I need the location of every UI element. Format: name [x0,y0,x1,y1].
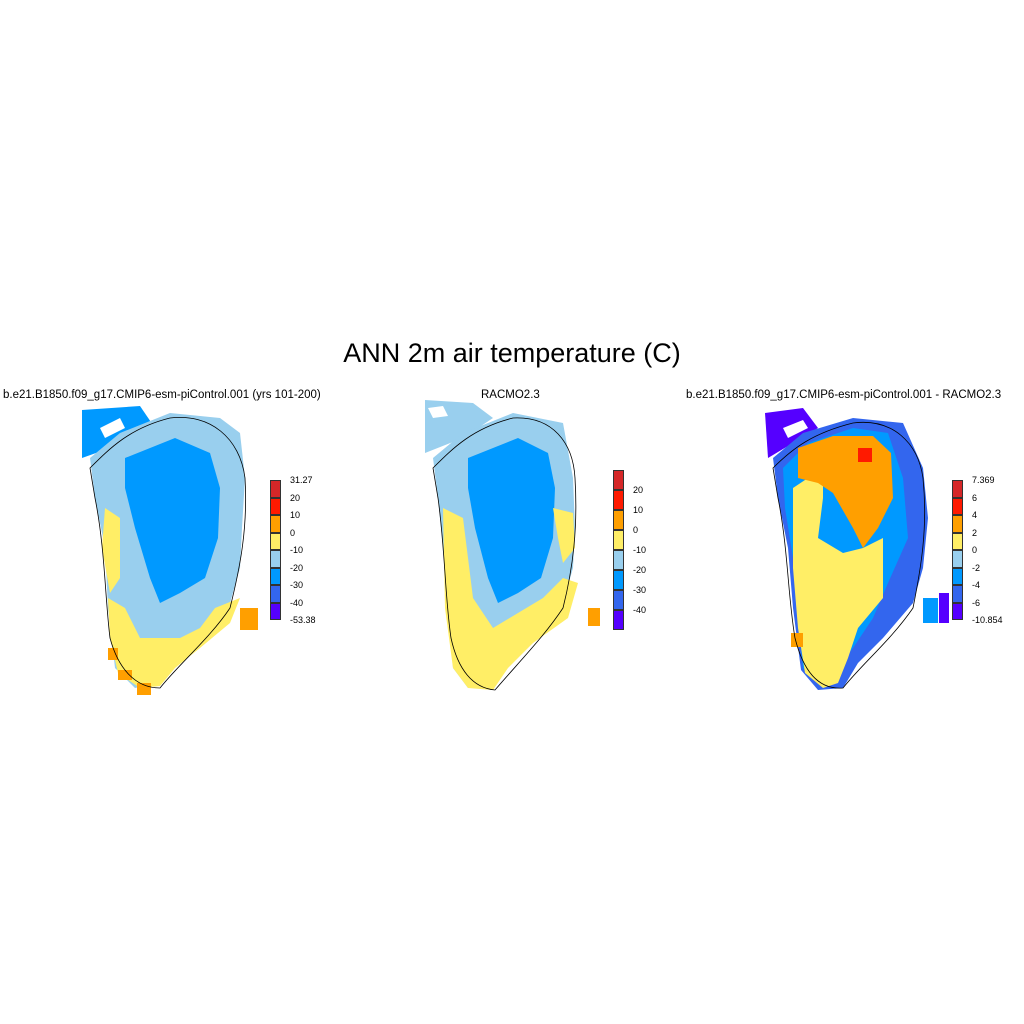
panel-1-map [82,406,258,695]
p3-tick-6: -4 [972,580,981,590]
p2-tick-4: -20 [633,565,647,575]
panel-2-title: RACMO2.3 [481,389,540,401]
p2-tick-5: -30 [633,585,647,595]
p3-tick-5: -2 [972,562,981,573]
p2-tick-2: 0 [633,525,639,535]
greenland-field-p3 [765,408,949,690]
panel-3-map [765,408,949,690]
p3-tick-1: 6 [972,492,978,503]
panel-2-colorbar: 20 10 0 -10 -20 -30 -40 [613,470,673,630]
p1-tick-1: 20 [290,492,301,503]
p2-tick-3: -10 [633,545,647,555]
p1-tick-6: -30 [290,580,304,590]
p1-tick-8: -53.38 [290,615,316,625]
panel-2-map [425,400,600,691]
greenland-field-p2 [425,400,600,691]
panel-3-colorbar: 7.369 6 4 2 0 -2 -4 -6 -10.854 [952,475,1012,625]
p3-tick-7: -6 [972,597,981,608]
p1-tick-7: -40 [290,597,304,608]
p2-tick-0: 20 [633,485,644,495]
p1-tick-2: 10 [290,510,301,520]
p3-tick-8: -10.854 [972,615,1003,625]
p2-tick-1: 10 [633,505,644,515]
p3-tick-3: 2 [972,527,978,538]
p3-tick-2: 4 [972,510,978,520]
p1-tick-0: 31.27 [290,475,313,485]
p1-tick-3: 0 [290,527,296,538]
p1-tick-4: -10 [290,545,304,555]
panel-1-title: b.e21.B1850.f09_g17.CMIP6-esm-piControl.… [3,389,321,401]
figure-title: ANN 2m air temperature (C) [343,338,681,368]
p1-tick-5: -20 [290,562,304,573]
panel-1-colorbar: 31.27 20 10 0 -10 -20 -30 -40 -53.38 [270,475,330,625]
p3-tick-4: 0 [972,545,978,555]
panel-3-title: b.e21.B1850.f09_g17.CMIP6-esm-piControl.… [686,389,1002,401]
p3-tick-0: 7.369 [972,475,995,485]
greenland-field-p1 [82,406,258,695]
p2-tick-6: -40 [633,605,647,615]
